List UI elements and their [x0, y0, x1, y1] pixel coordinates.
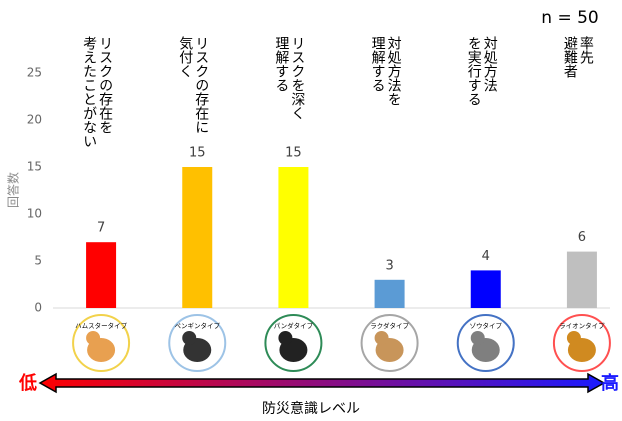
y-tick-label: 5 — [34, 254, 42, 268]
category-label: リスクの存在を 考えたことがない — [81, 36, 114, 148]
y-tick-label: 0 — [34, 301, 42, 315]
level-arrow — [38, 372, 606, 394]
low-label: 低 — [18, 372, 37, 394]
y-tick-label: 10 — [27, 207, 42, 221]
y-axis-title: 回答数 — [6, 172, 21, 208]
bar — [86, 242, 117, 308]
bar — [278, 167, 309, 308]
category-label: リスクの存在に 気付く — [177, 36, 210, 134]
category-label: 対処方法を 理解する — [369, 36, 402, 106]
high-label: 高 — [601, 372, 619, 394]
bar — [182, 167, 213, 308]
type-label: ゾウタイプ — [470, 321, 503, 330]
category-label: リスクを深く 理解する — [273, 36, 306, 120]
type-label: ペンギンタイプ — [175, 321, 221, 330]
type-icon-head — [566, 331, 581, 345]
type-label: パンダタイプ — [274, 321, 314, 330]
value-label: 6 — [578, 230, 586, 245]
type-icon-head — [374, 331, 389, 345]
type-icon-head — [278, 331, 293, 345]
type-icon-head — [86, 331, 101, 345]
bar — [470, 270, 501, 308]
type-icon-head — [470, 331, 485, 345]
type-label: ラクダタイプ — [370, 321, 409, 330]
type-icon-head — [182, 331, 197, 345]
y-tick-label: 20 — [27, 113, 42, 127]
value-label: 15 — [285, 146, 302, 161]
category-label: 率先 避難者 — [561, 36, 594, 78]
value-label: 3 — [385, 258, 393, 273]
category-label: 対処方法 を実行する — [465, 36, 498, 106]
bar — [566, 251, 597, 308]
x-axis-title: 防災意識レベル — [262, 400, 360, 417]
bar — [374, 279, 405, 308]
type-label: ライオンタイプ — [559, 321, 605, 330]
sample-size: n = 50 — [541, 8, 598, 28]
type-label: ハムスタータイプ — [75, 321, 128, 330]
y-tick-label: 25 — [27, 66, 42, 80]
y-tick-label: 15 — [27, 160, 42, 174]
value-label: 15 — [189, 146, 206, 161]
value-label: 7 — [97, 221, 105, 236]
value-label: 4 — [482, 249, 490, 264]
